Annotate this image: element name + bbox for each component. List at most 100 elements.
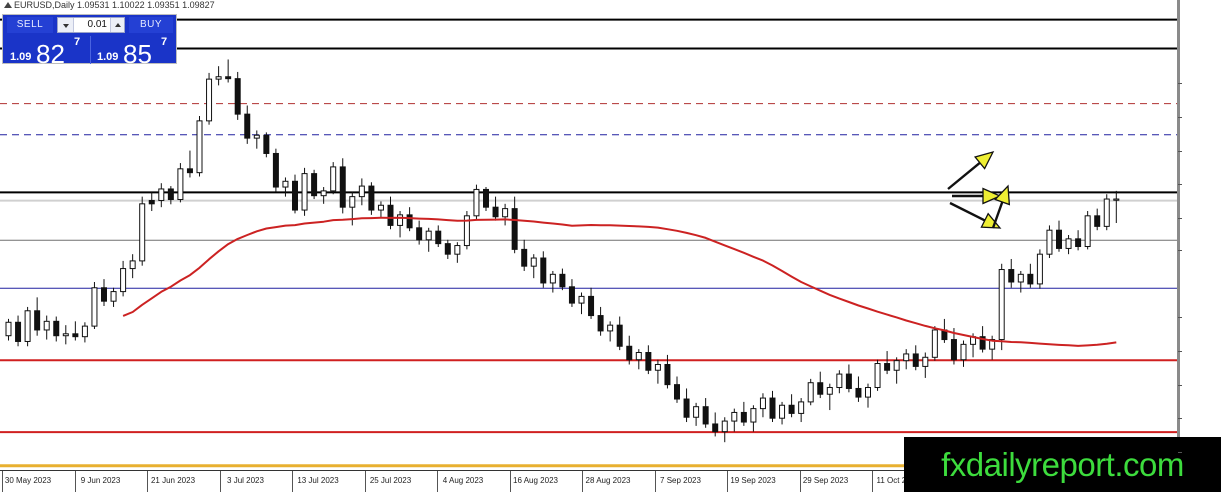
buy-price-display[interactable]: 1.09 85 7 — [93, 36, 176, 68]
candlestick[interactable] — [616, 316, 623, 351]
candlestick[interactable] — [884, 351, 891, 375]
candlestick[interactable] — [53, 316, 60, 342]
candlestick[interactable] — [177, 163, 184, 203]
candlestick[interactable] — [416, 220, 423, 245]
candlestick[interactable] — [110, 287, 117, 307]
volume-stepper[interactable]: 0.01 — [57, 17, 125, 33]
candlestick[interactable] — [549, 270, 556, 293]
candlestick[interactable] — [91, 282, 98, 329]
candlestick[interactable] — [272, 148, 279, 192]
candlestick[interactable] — [158, 183, 165, 208]
candlestick[interactable] — [702, 398, 709, 428]
candlestick[interactable] — [597, 306, 604, 336]
candlestick[interactable] — [817, 371, 824, 399]
candlestick[interactable] — [263, 132, 270, 158]
candlestick[interactable] — [1094, 208, 1101, 231]
candlestick[interactable] — [148, 191, 155, 212]
candlestick[interactable] — [349, 191, 356, 226]
candlestick[interactable] — [559, 268, 566, 291]
candlestick[interactable] — [358, 178, 365, 206]
candlestick[interactable] — [865, 383, 871, 408]
candlestick[interactable] — [693, 402, 700, 426]
candlestick[interactable] — [282, 177, 289, 197]
candlestick[interactable] — [1046, 225, 1053, 259]
candlestick[interactable] — [454, 242, 461, 263]
candlestick[interactable] — [397, 211, 404, 238]
candlestick[interactable] — [1008, 258, 1015, 288]
candlestick[interactable] — [845, 364, 852, 393]
candlestick[interactable] — [989, 335, 996, 360]
candlestick[interactable] — [750, 405, 757, 432]
candlestick[interactable] — [72, 321, 79, 341]
candlestick[interactable] — [120, 260, 127, 297]
candlestick[interactable] — [292, 174, 298, 214]
candlestick[interactable] — [101, 279, 107, 306]
candlestick[interactable] — [931, 326, 938, 361]
candlestick[interactable] — [1017, 270, 1024, 293]
collapse-triangle-icon[interactable] — [4, 2, 12, 8]
candlestick[interactable] — [674, 376, 680, 403]
candlestick[interactable] — [807, 378, 814, 406]
candlestick[interactable] — [664, 354, 671, 389]
candlestick[interactable] — [330, 162, 337, 195]
candlestick[interactable] — [139, 196, 146, 266]
candlestick[interactable] — [769, 390, 776, 423]
candlestick[interactable] — [1027, 263, 1034, 288]
candlestick[interactable] — [912, 345, 919, 371]
one-click-trading-panel[interactable]: SELL 0.01 BUY 1.09 82 7 1.09 85 7 — [2, 14, 177, 68]
candlestick[interactable] — [903, 349, 910, 370]
chart-plot-area[interactable] — [0, 0, 1177, 470]
arrow-right-middle[interactable] — [952, 187, 1002, 205]
candlestick[interactable] — [5, 318, 12, 341]
arrow-down-right[interactable] — [949, 201, 1002, 229]
candlestick[interactable] — [215, 66, 222, 86]
candlestick[interactable] — [1036, 249, 1043, 289]
candlestick[interactable] — [511, 196, 518, 254]
arrow-up-recovery[interactable] — [991, 184, 1011, 229]
candlestick[interactable] — [826, 383, 833, 411]
candlestick[interactable] — [34, 297, 41, 336]
candlestick[interactable] — [893, 357, 900, 384]
candlestick[interactable] — [855, 376, 862, 402]
price-scale[interactable]: 1.136001.130001.122601.118501.115601.112… — [1177, 0, 1221, 470]
candlestick[interactable] — [129, 254, 136, 279]
candlestick[interactable] — [740, 401, 747, 426]
candlestick[interactable] — [779, 401, 786, 425]
candlestick[interactable] — [645, 345, 652, 375]
candlestick[interactable] — [521, 239, 528, 271]
candlestick[interactable] — [721, 417, 728, 443]
candlestick[interactable] — [320, 187, 327, 204]
candlestick[interactable] — [502, 203, 509, 226]
candlestick[interactable] — [626, 335, 633, 365]
candlestick[interactable] — [196, 116, 203, 177]
candlestick[interactable] — [788, 394, 795, 418]
candlestick[interactable] — [759, 393, 766, 418]
candlestick[interactable] — [425, 227, 432, 252]
candlestick[interactable] — [1103, 194, 1110, 231]
candlestick[interactable] — [473, 184, 480, 220]
candlestick[interactable] — [167, 186, 174, 205]
volume-increase-icon[interactable] — [110, 18, 124, 32]
candlestick[interactable] — [1113, 190, 1120, 224]
candlestick[interactable] — [311, 169, 318, 200]
candlestick[interactable] — [874, 359, 881, 391]
candlestick[interactable] — [186, 150, 193, 178]
candlestick[interactable] — [960, 340, 967, 367]
candlestick[interactable] — [578, 292, 585, 315]
candlestick[interactable] — [607, 321, 614, 342]
candlestick[interactable] — [43, 315, 50, 340]
candlestick[interactable] — [253, 130, 260, 149]
candlestick[interactable] — [731, 408, 738, 432]
candlestick[interactable] — [81, 322, 88, 343]
candlestick[interactable] — [540, 251, 547, 288]
candlestick[interactable] — [1084, 211, 1091, 250]
buy-button[interactable]: BUY — [129, 17, 173, 33]
candlestick[interactable] — [483, 187, 489, 212]
candlestick[interactable] — [568, 279, 575, 307]
candlestick[interactable] — [1056, 220, 1062, 252]
volume-input[interactable]: 0.01 — [87, 19, 107, 30]
candlestick[interactable] — [225, 59, 232, 83]
candlestick[interactable] — [62, 325, 69, 345]
candlestick[interactable] — [24, 306, 31, 347]
candlestick[interactable] — [998, 263, 1005, 351]
